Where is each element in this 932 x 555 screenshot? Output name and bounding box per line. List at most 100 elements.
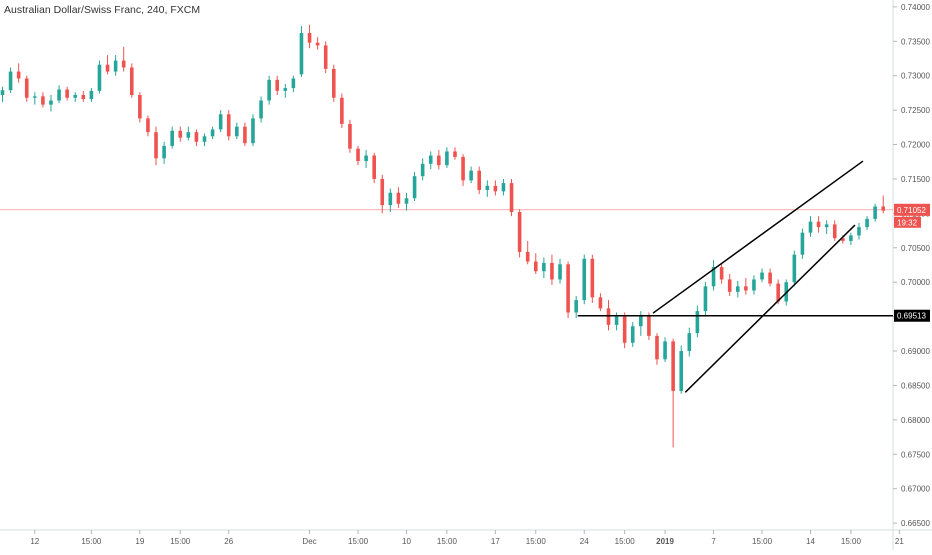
x-tick-label: 15:00 [348,537,369,546]
candle-body [647,315,651,336]
y-tick-label: 0.68500 [901,381,930,390]
candle-body [170,130,174,146]
candle-body [65,89,69,98]
y-tick-label: 0.72500 [901,106,930,115]
x-tick-label: 17 [491,537,500,546]
support-level-label: 0.69513 [897,312,926,321]
candle-body [97,64,102,91]
candle-body [469,170,473,181]
candle-body [194,132,199,142]
y-tick-label: 0.70000 [901,278,930,287]
candle-body [138,94,142,119]
candle-body [873,206,877,219]
candle-body [760,272,764,280]
y-tick-label: 0.67500 [901,450,930,459]
candle-body [105,64,110,72]
candle-body [396,192,401,204]
y-tick-label: 0.72000 [901,141,930,150]
candle-body [218,114,223,130]
candle-body [517,212,522,252]
candle-body [121,60,126,68]
candle-body [404,198,409,204]
x-tick-label: 2019 [656,537,674,546]
candle-body [719,267,724,280]
x-tick-label: 15:00 [841,537,862,546]
candle-body [639,315,643,327]
x-tick-label: 15:00 [615,537,636,546]
y-tick-label: 0.74000 [901,3,930,12]
candle-body [226,114,231,137]
candle-body [412,176,417,199]
candle-body [388,192,393,206]
x-tick-label: 14 [806,537,815,546]
current-price-tag [894,203,930,216]
candle-body [509,183,514,212]
candle-body [315,42,320,46]
candle-body [283,88,288,91]
candle-body [251,118,255,144]
candle-body [307,33,312,43]
x-tick-label: 21 [895,537,904,546]
candle-body [259,100,263,119]
candle-body [776,283,780,302]
candle-body [663,341,667,360]
candle-body [711,267,716,287]
candle-body [792,254,797,283]
x-tick-label: 24 [580,537,589,546]
candle-body [558,264,562,280]
candle-body [24,78,29,98]
candle-body [356,148,360,162]
x-tick-label: 15:00 [526,537,547,546]
candle-body [146,118,150,133]
candle-body [348,123,352,149]
y-tick-label: 0.73000 [901,72,930,81]
candle-body [380,178,385,206]
candle-body [291,78,296,89]
y-tick-label: 0.66500 [901,519,930,528]
candle-body [525,251,530,262]
y-tick-label: 0.70500 [901,244,930,253]
candle-body [768,272,772,284]
candle-body [364,155,368,162]
candle-body [331,68,336,98]
candle-body [453,151,457,157]
candle-body [437,155,441,166]
x-tick-label: 26 [224,537,233,546]
candle-body [445,151,449,166]
candle-body [671,341,675,391]
candle-body [703,286,708,312]
candle-body [202,136,207,142]
x-tick-label: 19 [135,537,144,546]
candle-body [566,264,570,313]
candle-body [816,221,821,228]
y-tick-label: 0.69000 [901,347,930,356]
candle-body [727,279,732,292]
candle-body [461,156,465,181]
candle-body [210,129,215,137]
candle-body [679,351,684,391]
candle-body [824,224,829,228]
candle-body [501,183,506,192]
candle-body [832,224,837,239]
current-price-label: 0.71052 [897,206,926,215]
x-tick-label: 15:00 [437,537,458,546]
candle-body [0,90,5,95]
candle-body [841,238,845,241]
y-tick-label: 0.67000 [901,485,930,494]
candle-body [243,126,247,144]
support-level-tag [894,309,930,322]
candle-body [542,262,546,272]
x-tick-label: 15:00 [81,537,102,546]
candle-body [162,145,166,159]
candle-body [695,311,700,334]
candle-body [485,185,490,190]
candle-body [865,218,869,228]
x-tick-label: 15:00 [170,537,191,546]
candle-body [857,227,861,236]
countdown-tag [894,216,921,228]
candle-body [744,286,748,291]
x-tick-label: 7 [711,537,716,546]
candle-body [550,262,554,280]
candle-body [41,96,45,105]
